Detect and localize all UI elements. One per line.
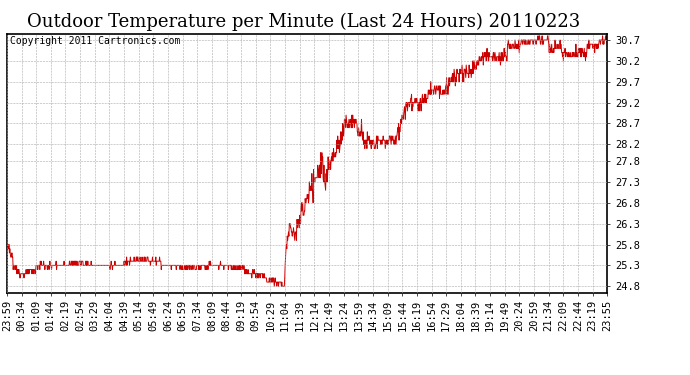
Text: Outdoor Temperature per Minute (Last 24 Hours) 20110223: Outdoor Temperature per Minute (Last 24 …	[27, 13, 580, 32]
Text: Copyright 2011 Cartronics.com: Copyright 2011 Cartronics.com	[10, 36, 180, 46]
